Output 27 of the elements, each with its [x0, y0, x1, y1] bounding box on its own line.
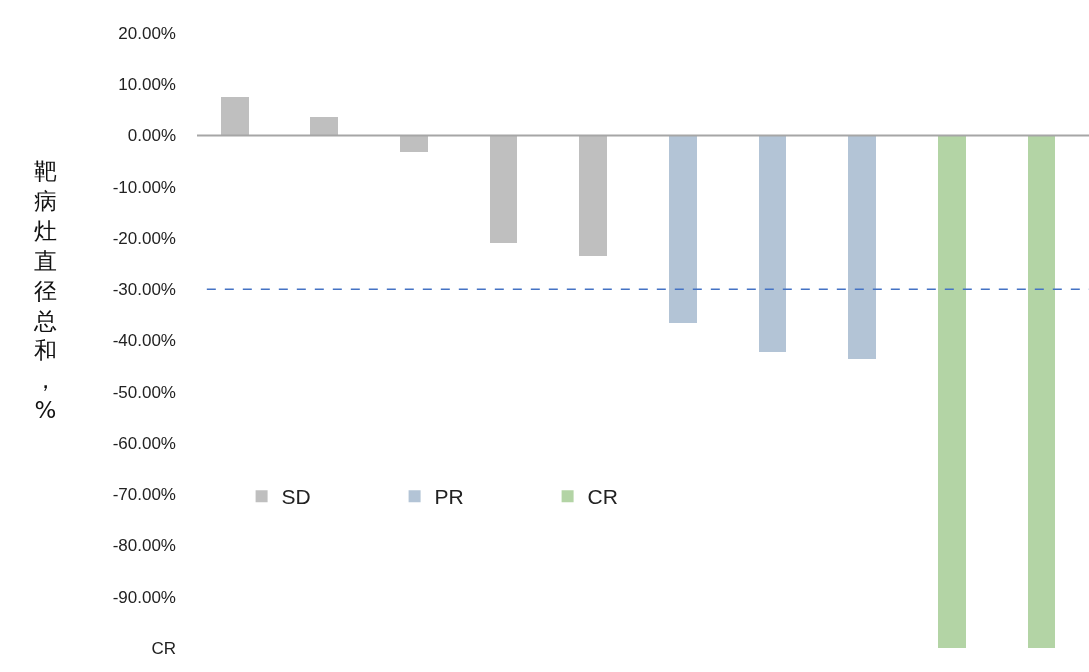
bar — [221, 97, 249, 136]
y-tick-label: -70.00% — [112, 485, 176, 505]
bar — [579, 136, 607, 256]
legend-label: PR — [434, 485, 464, 509]
y-tick-label: -30.00% — [112, 280, 176, 300]
y-tick-label: 0.00% — [127, 126, 176, 146]
bar — [848, 136, 876, 359]
bar — [669, 136, 697, 323]
bar — [1028, 136, 1055, 648]
y-tick-label: -10.00% — [112, 177, 176, 197]
y-tick-label: -20.00% — [112, 228, 176, 248]
y-tick-label: CR — [151, 638, 176, 658]
bar — [400, 136, 428, 152]
bar — [938, 136, 966, 648]
text: 靶病灶直径总和，% — [34, 158, 57, 424]
legend-label: CR — [587, 485, 618, 509]
y-tick-label: -50.00% — [112, 382, 176, 402]
bar — [310, 117, 338, 136]
y-tick-label: -60.00% — [112, 433, 176, 453]
bar — [759, 136, 786, 352]
y-tick-label: 20.00% — [118, 23, 176, 43]
y-tick-label: -80.00% — [112, 536, 176, 556]
legend-label: SD — [281, 485, 311, 509]
bar — [490, 136, 517, 243]
y-tick-label: 10.00% — [118, 75, 176, 95]
y-tick-label: -90.00% — [112, 587, 176, 607]
y-tick-label: -40.00% — [112, 331, 176, 351]
